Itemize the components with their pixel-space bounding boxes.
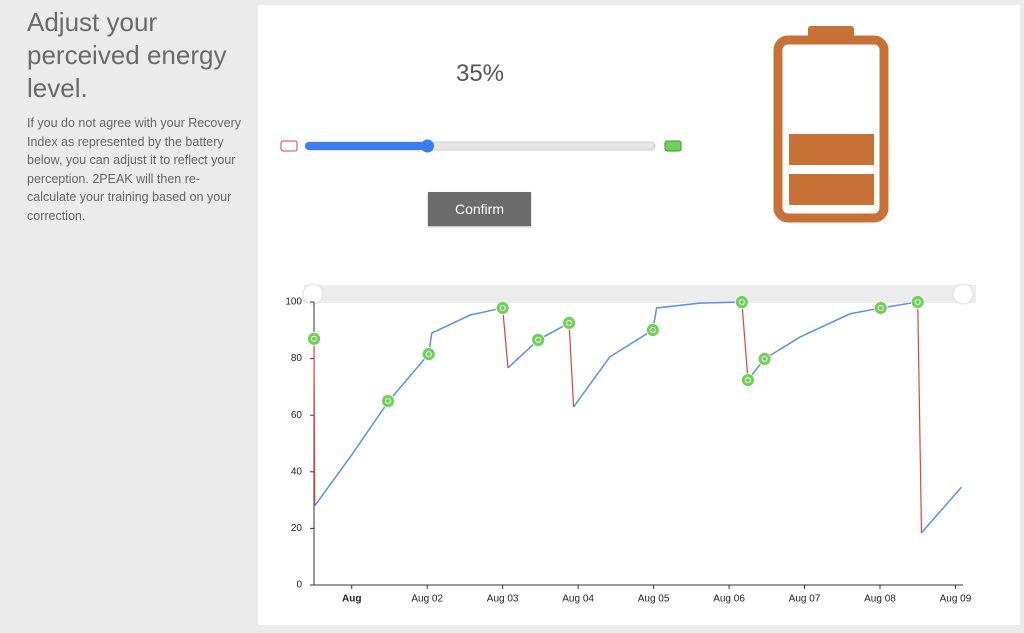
- activity-icon: [914, 299, 921, 305]
- activity-marker: [562, 316, 576, 330]
- scroll-handle[interactable]: [302, 283, 324, 305]
- battery-bar: [789, 134, 874, 165]
- activity-icon: [738, 299, 745, 305]
- series-line: [314, 301, 963, 534]
- description: If you do not agree with your Recovery I…: [27, 116, 242, 223]
- confirm-button[interactable]: Confirm: [428, 192, 531, 226]
- drop-line: [502, 307, 509, 368]
- activity-marker: [910, 295, 925, 309]
- drop-line: [917, 301, 923, 533]
- activity-icon: [877, 304, 884, 311]
- activity-icon: [425, 351, 432, 358]
- activity-marker: [381, 394, 395, 408]
- panel: [258, 5, 1020, 625]
- activity-icon: [311, 335, 317, 342]
- activity-icon: [761, 355, 768, 362]
- x-tick-label: Aug 07: [789, 594, 821, 605]
- activity-marker: [645, 323, 660, 337]
- y-tick-label: 60: [291, 410, 303, 421]
- activity-marker: [757, 351, 772, 366]
- y-tick-label: 40: [291, 466, 303, 477]
- scroll-handle[interactable]: [952, 283, 974, 305]
- drop-line: [568, 322, 575, 408]
- low-icon: [280, 140, 298, 152]
- y-tick-label: 100: [285, 297, 302, 308]
- battery-body: [773, 35, 889, 223]
- x-tick-label: Aug 09: [940, 594, 972, 605]
- activity-icon: [744, 377, 751, 384]
- heading: Adjust your perceived energy level.: [27, 7, 227, 103]
- slider-fill: [305, 142, 428, 150]
- scrollbar[interactable]: [304, 285, 976, 303]
- y-tick-label: 0: [296, 580, 302, 591]
- activity-icon: [499, 304, 506, 311]
- activity-marker: [741, 373, 755, 388]
- x-tick-label: Aug: [342, 594, 361, 605]
- activity-icon: [535, 336, 542, 343]
- x-tick-label: Aug 06: [713, 594, 745, 605]
- activity-marker: [531, 333, 546, 347]
- activity-marker: [873, 301, 888, 315]
- x-tick-label: Aug 02: [411, 594, 443, 605]
- activity-marker: [307, 331, 321, 346]
- battery-bar: [789, 174, 874, 205]
- activity-marker: [734, 295, 749, 309]
- x-tick-label: Aug 08: [864, 594, 896, 605]
- x-tick-label: Aug 03: [487, 594, 519, 605]
- slider-value: 35%: [455, 60, 505, 87]
- y-tick-label: 80: [291, 353, 303, 364]
- activity-marker: [495, 301, 510, 315]
- activity-icon: [384, 398, 391, 405]
- drop-line: [313, 338, 316, 506]
- drop-line: [741, 301, 749, 381]
- y-tick-label: 20: [291, 523, 303, 534]
- x-tick-label: Aug 05: [638, 594, 670, 605]
- activity-icon: [566, 319, 573, 326]
- x-tick-label: Aug 04: [562, 594, 594, 605]
- activity-marker: [421, 347, 436, 361]
- high-icon: [664, 140, 682, 152]
- slider-knob[interactable]: [421, 139, 434, 153]
- activity-icon: [649, 327, 656, 334]
